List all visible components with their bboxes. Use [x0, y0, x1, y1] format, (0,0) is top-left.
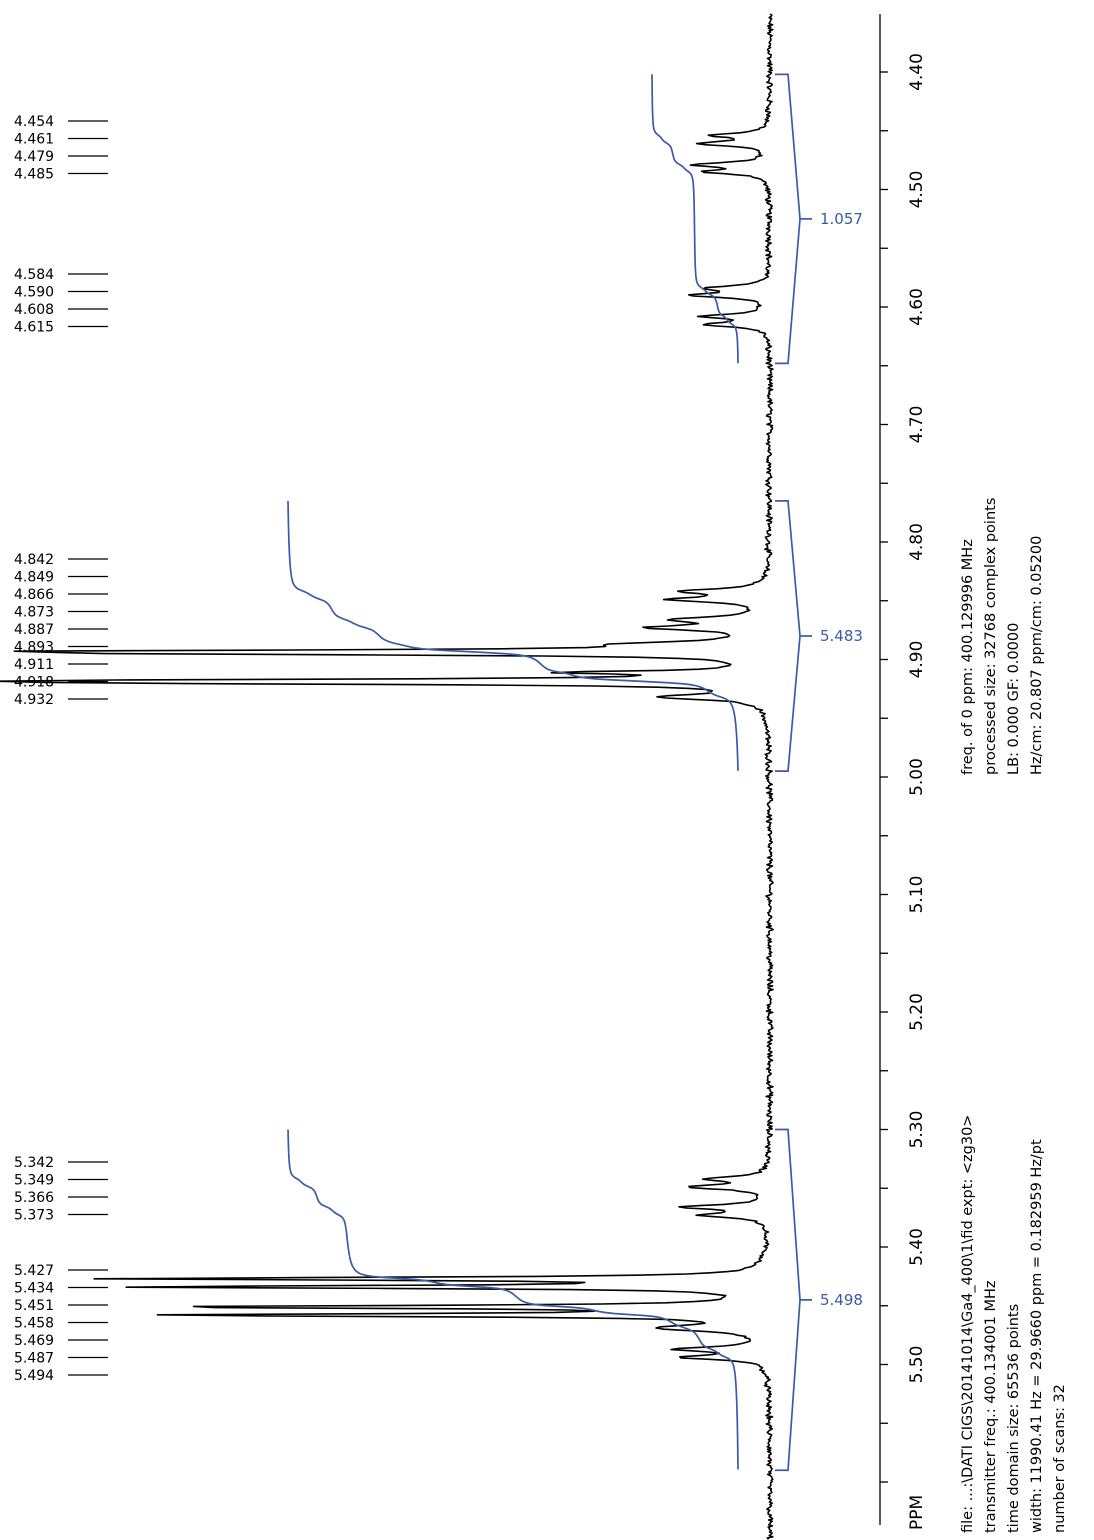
peak-label: 5.342 [14, 1155, 54, 1171]
axis-tick-label: 5.30 [907, 1111, 927, 1149]
axis-title: PPM [907, 1495, 927, 1530]
integral-layer: 1.057 5.483 5.498 [287, 73, 863, 1472]
acquisition-line: time domain size: 65536 points [1006, 1304, 1022, 1533]
integral-curve [287, 1129, 739, 1470]
peak-label: 5.487 [14, 1351, 54, 1367]
peak-label: 4.911 [14, 657, 54, 673]
spectrum-trace [0, 13, 774, 1540]
axis-tick-label: 4.60 [907, 288, 927, 326]
acquisition-info: file: ...:\DATI CIGS\20141014\Ga4_400\1\… [960, 498, 1068, 1533]
integral-value-label: 1.057 [820, 210, 863, 228]
integral-value-label: 5.498 [820, 1291, 863, 1309]
integral-bracket [775, 73, 801, 365]
axis-tick-label: 5.10 [907, 876, 927, 914]
integral-bracket [775, 1128, 801, 1472]
axis-tick-label: 5.40 [907, 1228, 927, 1266]
axis-tick-label: 4.40 [907, 53, 927, 91]
axis-tick-label: 4.90 [907, 641, 927, 679]
axis-tick-label: 5.20 [907, 993, 927, 1031]
peak-label: 4.842 [14, 552, 54, 568]
integral-bracket [775, 500, 801, 772]
acquisition-line: number of scans: 32 [1052, 1384, 1068, 1533]
integral-curve [287, 500, 739, 771]
processing-line: LB: 0.000 GF: 0.0000 [1006, 623, 1022, 775]
acquisition-line: transmitter freq.: 400.134001 MHz [983, 1280, 999, 1533]
peak-label: 4.932 [14, 692, 54, 708]
processing-line: freq. of 0 ppm: 400.129996 MHz [960, 539, 976, 775]
peak-label: 5.366 [14, 1190, 54, 1206]
processing-line: processed size: 32768 complex points [983, 498, 999, 775]
peak-label: 4.461 [14, 132, 54, 148]
peak-label: 4.893 [14, 640, 54, 656]
acquisition-line: file: ...:\DATI CIGS\20141014\Ga4_400\1\… [960, 1115, 976, 1533]
peak-label: 5.349 [14, 1173, 54, 1189]
peak-label: 4.873 [14, 605, 54, 621]
peak-label: 4.849 [14, 570, 54, 586]
axis-tick-label: 4.80 [907, 523, 927, 561]
peak-label: 5.434 [14, 1281, 54, 1297]
peak-label: 4.590 [14, 285, 54, 301]
peak-label: 4.918 [14, 675, 54, 691]
acquisition-line: width: 11990.41 Hz = 29.9660 ppm = 0.182… [1029, 1139, 1045, 1533]
peak-label: 4.584 [14, 267, 54, 283]
integral-value-label: 5.483 [820, 627, 863, 645]
peak-label: 5.494 [14, 1368, 54, 1384]
peak-label: 5.373 [14, 1208, 54, 1224]
ppm-axis: 4.40 4.50 4.60 4.70 4.80 4.90 5.00 5.10 5.20 5.30… [879, 14, 927, 1530]
integral-curve [651, 74, 739, 364]
axis-tick-label: 5.50 [907, 1346, 927, 1384]
peak-label: 4.608 [14, 302, 54, 318]
peak-label: 5.458 [14, 1316, 54, 1332]
peak-label: 5.469 [14, 1333, 54, 1349]
processing-line: Hz/cm: 20.807 ppm/cm: 0.05200 [1029, 536, 1045, 775]
axis-tick-label: 4.50 [907, 171, 927, 209]
axis-tick-label: 5.00 [907, 758, 927, 796]
peak-label: 4.479 [14, 149, 54, 165]
peak-label: 4.887 [14, 622, 54, 638]
spectrum-layer [0, 13, 774, 1540]
axis-tick-label: 4.70 [907, 406, 927, 444]
peak-label: 5.427 [14, 1263, 54, 1279]
peak-label: 4.615 [14, 320, 54, 336]
peak-label: 4.454 [14, 114, 54, 130]
peak-label: 4.485 [14, 167, 54, 183]
peak-label: 5.451 [14, 1298, 54, 1314]
peak-label: 4.866 [14, 587, 54, 603]
